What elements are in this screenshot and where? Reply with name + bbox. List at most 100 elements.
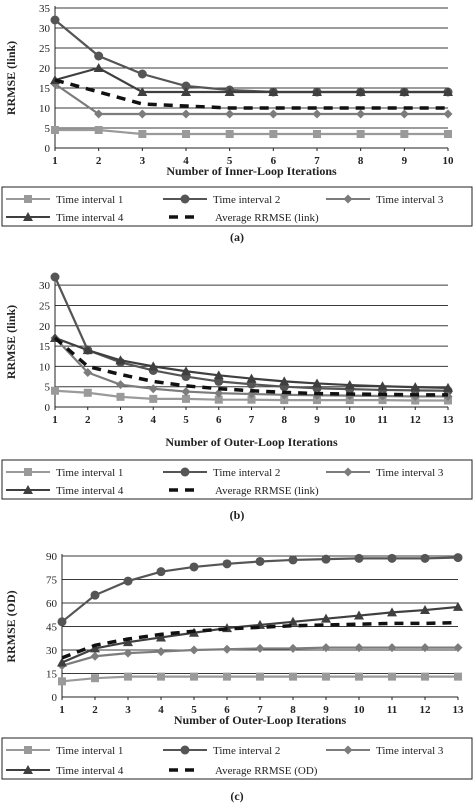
- legend-item: Average RRMSE (OD): [169, 765, 318, 777]
- series-1: [51, 126, 452, 138]
- y-tick-label: 45: [46, 622, 58, 634]
- x-tick-label: 7: [314, 155, 320, 167]
- series-4: [57, 601, 463, 667]
- figure-caption: (c): [230, 789, 243, 803]
- data-point: [190, 672, 198, 681]
- x-tick-label: 4: [158, 704, 164, 716]
- series-3: [50, 79, 453, 119]
- x-tick-label: 5: [227, 155, 233, 167]
- y-axis-label: RRMSE (OD): [4, 590, 18, 662]
- data-point: [420, 643, 430, 653]
- data-point: [222, 559, 232, 569]
- legend-marker: [343, 467, 353, 477]
- x-tick-label: 12: [420, 704, 432, 716]
- x-tick-label: 1: [59, 704, 65, 716]
- data-point: [137, 69, 147, 79]
- legend-item: Time interval 2: [163, 194, 280, 206]
- x-tick-label: 9: [314, 414, 320, 426]
- data-point: [444, 130, 452, 138]
- series-line: [53, 336, 448, 397]
- x-tick-label: 1: [52, 155, 58, 167]
- data-point: [181, 87, 191, 96]
- data-point: [356, 130, 365, 138]
- legend-marker: [23, 485, 33, 494]
- y-tick-label: 20: [39, 321, 51, 333]
- legend-item: Time interval 4: [6, 765, 124, 777]
- legend-label: Time interval 3: [376, 467, 444, 479]
- legend-item: Time interval 3: [326, 467, 444, 479]
- data-point: [388, 672, 396, 681]
- series-line: [55, 128, 448, 136]
- y-tick-label: 20: [39, 63, 51, 75]
- data-point: [83, 388, 92, 397]
- data-point: [91, 674, 99, 683]
- y-tick-label: 5: [45, 382, 51, 394]
- legend-label: Time interval 2: [213, 194, 280, 206]
- figure-caption: (a): [230, 230, 244, 244]
- legend-box: [1, 737, 473, 780]
- x-tick-label: 8: [290, 704, 296, 716]
- data-point: [255, 643, 265, 653]
- legend-marker: [24, 746, 32, 754]
- legend-marker: [180, 745, 190, 755]
- data-point: [421, 672, 429, 681]
- data-point: [312, 109, 322, 119]
- x-tick-label: 11: [387, 704, 397, 716]
- x-tick-label: 7: [249, 414, 255, 426]
- series-line: [54, 78, 448, 110]
- legend-item: Time interval 1: [6, 194, 123, 206]
- data-point: [90, 590, 100, 600]
- data-point: [51, 126, 59, 134]
- data-point: [93, 63, 104, 72]
- data-point: [387, 607, 397, 617]
- data-point: [137, 87, 148, 96]
- y-tick-label: 0: [45, 402, 51, 414]
- data-point: [124, 672, 132, 681]
- data-point: [181, 387, 191, 397]
- data-point: [214, 388, 224, 398]
- data-point: [189, 562, 199, 572]
- data-point: [256, 672, 264, 681]
- data-point: [312, 378, 322, 388]
- legend-label: Time interval 4: [56, 765, 124, 777]
- data-point: [57, 657, 67, 667]
- series-4: [50, 332, 453, 392]
- legend-item: Average RRMSE (link): [169, 212, 319, 224]
- x-axis-label: Number of Outer-Loop Iterations: [165, 435, 338, 449]
- data-point: [355, 87, 366, 96]
- x-tick-label: 9: [323, 704, 329, 716]
- data-point: [288, 555, 298, 565]
- data-point: [90, 643, 100, 653]
- legend-item: Time interval 4: [6, 485, 124, 497]
- data-point: [156, 647, 166, 657]
- data-point: [453, 601, 463, 611]
- legend-label: Time interval 1: [56, 194, 123, 206]
- legend-label: Average RRMSE (OD): [215, 765, 318, 777]
- x-tick-label: 6: [271, 155, 277, 167]
- legend-item: Time interval 3: [326, 194, 444, 206]
- series-1: [58, 672, 462, 686]
- y-tick-label: 10: [39, 361, 51, 373]
- x-axis-label: Number of Outer-Loop Iterations: [174, 713, 347, 727]
- data-point: [280, 396, 289, 405]
- data-point: [453, 643, 463, 653]
- x-tick-label: 5: [191, 704, 197, 716]
- legend-label: Time interval 1: [56, 745, 123, 757]
- y-axis-label: RRMSE (link): [4, 305, 18, 379]
- data-point: [387, 553, 397, 563]
- data-point: [400, 130, 409, 138]
- x-tick-label: 6: [216, 414, 222, 426]
- y-tick-label: 75: [46, 575, 58, 587]
- data-point: [288, 616, 298, 626]
- data-point: [157, 672, 165, 681]
- data-point: [182, 394, 190, 403]
- y-tick-label: 25: [39, 43, 51, 55]
- data-point: [420, 553, 430, 563]
- data-point: [289, 672, 297, 681]
- legend-item: Average RRMSE (link): [169, 485, 319, 497]
- data-point: [410, 382, 421, 392]
- data-point: [148, 384, 158, 394]
- data-point: [354, 610, 364, 620]
